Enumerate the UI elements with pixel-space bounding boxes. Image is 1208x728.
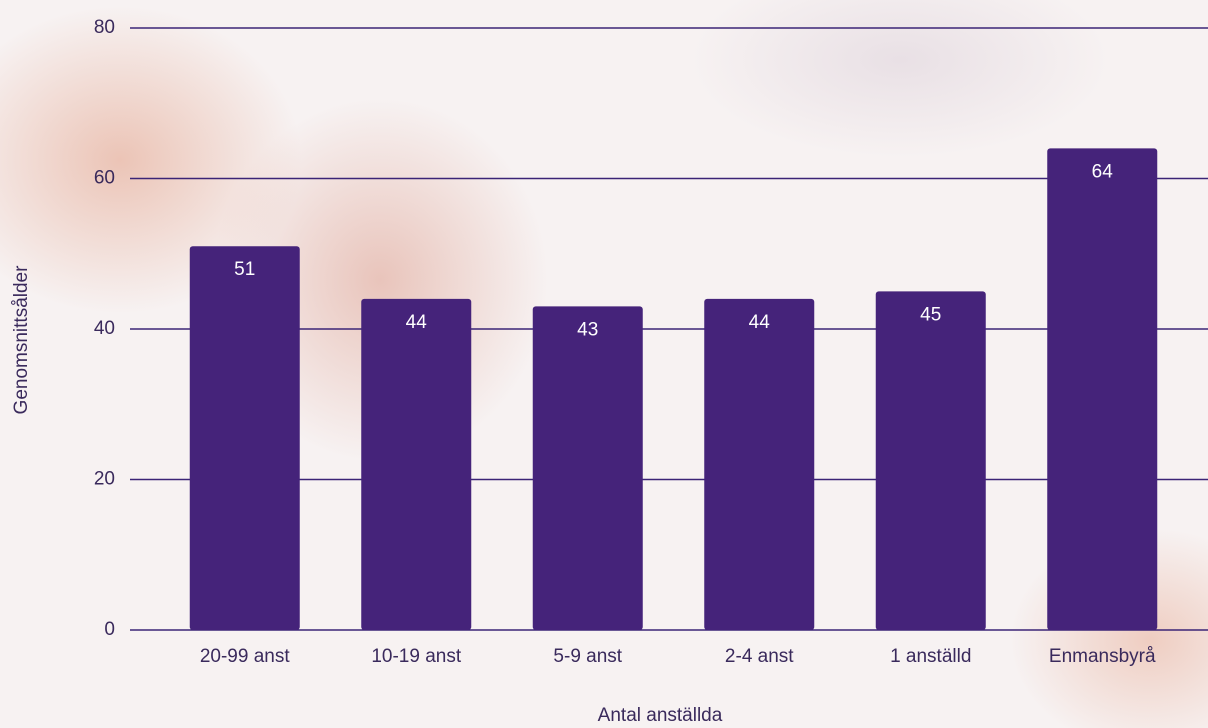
data-label: 43 (577, 319, 598, 340)
data-label: 44 (406, 312, 428, 333)
x-axis-title: Antal anställda (598, 705, 723, 726)
x-tick-label: 10-19 anst (371, 646, 462, 667)
x-tick-label: 20-99 anst (200, 646, 291, 667)
bar (190, 246, 300, 630)
page: Genomsnittsålder Antal anställda 0 20 40 60… (0, 0, 1208, 728)
y-tick-label: 80 (94, 17, 115, 38)
x-tick-label: 5-9 anst (553, 646, 622, 667)
data-label: 64 (1092, 161, 1114, 182)
bar (876, 291, 986, 630)
bar (704, 299, 814, 630)
x-tick-label: 1 anställd (890, 646, 971, 667)
y-tick-label: 20 (94, 469, 115, 490)
y-tick-label: 0 (104, 619, 115, 640)
data-label: 45 (920, 304, 941, 325)
x-tick-label: 2-4 anst (725, 646, 794, 667)
bar (533, 306, 643, 630)
bar (1047, 148, 1157, 630)
y-tick-label: 60 (94, 168, 115, 189)
x-tick-label: Enmansbyrå (1049, 646, 1156, 667)
bar (361, 299, 471, 630)
data-label: 51 (234, 259, 255, 280)
y-tick-label: 40 (94, 318, 115, 339)
y-axis-title: Genomsnittsålder (11, 265, 32, 415)
data-label: 44 (749, 312, 771, 333)
chart: Genomsnittsålder Antal anställda 0 20 40 60… (0, 0, 1208, 728)
